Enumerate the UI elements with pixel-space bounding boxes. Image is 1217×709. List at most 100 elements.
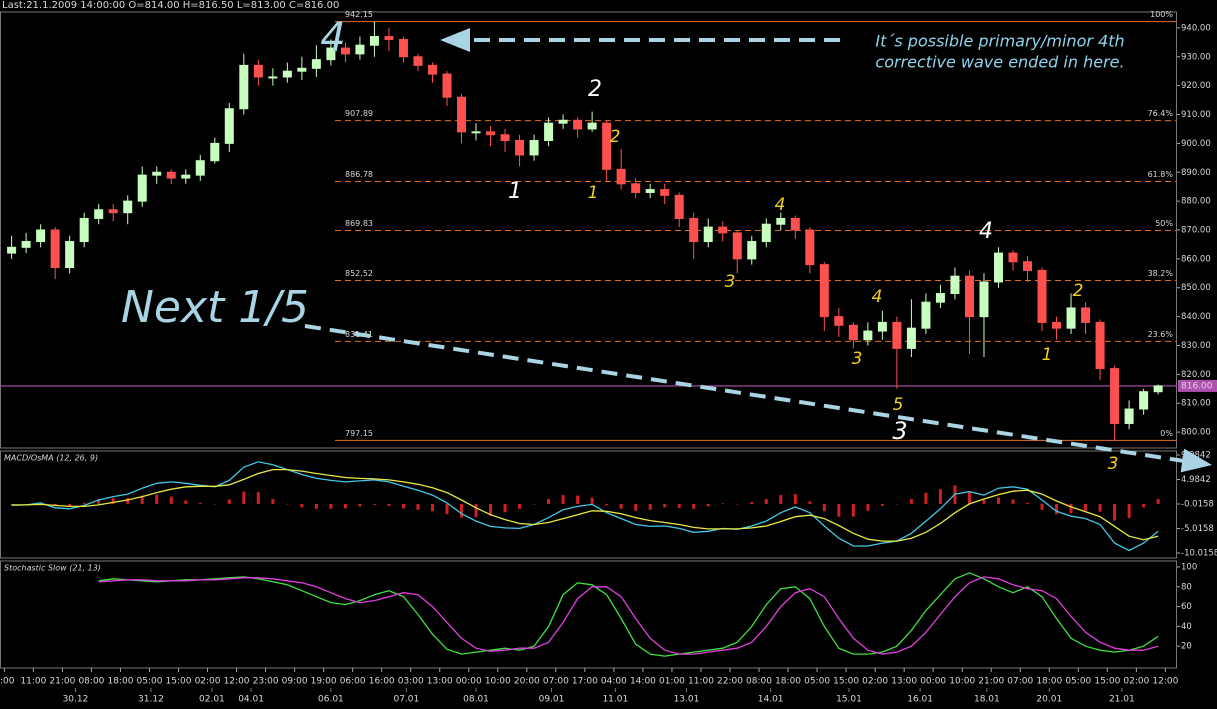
y-tick-label: 800.00 [1181,428,1211,438]
date-tick-label: 04.01 [238,695,264,705]
x-tick-label: 22:00 [717,677,743,687]
x-tick-label: 00:00 [920,677,946,687]
annotation: 4 [872,287,883,307]
annotation: Next 1/5 [121,282,309,333]
candle-body [529,139,539,156]
histogram-bar [1156,499,1160,504]
x-tick-label: 07:00 [543,677,569,687]
y-tick-label: 870.00 [1181,226,1211,236]
candle-body [471,131,481,134]
fib-value-label: 886.78 [345,170,373,179]
fib-percent-label: 61.8% [1148,170,1174,179]
histogram-bar [706,503,710,507]
histogram-bar [677,503,681,508]
y-tick-label: 60 [1181,602,1192,612]
x-tick-label: 18:00 [775,677,801,687]
candle-body [166,171,176,179]
histogram-bar [938,489,942,504]
candle-body [544,122,554,141]
histogram-bar [576,495,580,504]
histogram-bar [982,499,986,504]
candle-body [486,131,496,136]
date-tick-label: 18.01 [974,695,1000,705]
candle-body [674,194,684,219]
histogram-bar [503,503,507,513]
candle-body [834,316,844,326]
date-tick-label: 16.01 [907,695,933,705]
candle-body [1139,391,1149,410]
histogram-bar [1040,503,1044,510]
candle-body [427,64,437,75]
date-tick-label: 15.01 [836,695,862,705]
candle-body [369,36,379,46]
x-tick-label: 12:00 [1152,677,1178,687]
x-tick-label: 15:00 [833,677,859,687]
histogram-bar [808,501,812,504]
panel-frame [0,450,1177,559]
histogram-bar [169,496,173,504]
candle-body [645,189,655,193]
histogram-bar [996,497,1000,504]
fib-value-label: 852.52 [345,269,373,278]
histogram-bar [430,503,434,512]
candle-body [819,264,829,318]
histogram-bar [140,495,144,504]
x-tick-label: 10:00 [485,677,511,687]
histogram-bar [198,502,202,504]
arrow-head [440,28,470,52]
x-tick-label: 07:00 [1007,677,1033,687]
candle-body [384,36,394,40]
fib-percent-label: 0% [1160,429,1173,438]
histogram-bar [663,503,667,508]
date-tick-label: 20.01 [1036,695,1062,705]
histogram-bar [314,503,318,509]
header: Last:21.1.2009 14:00:00 O=814.00 H=816.5… [2,0,339,11]
candle-body [137,174,147,202]
histogram-bar [1069,503,1073,514]
histogram-bar [358,503,362,507]
x-tick-label: 05:00 [1065,677,1091,687]
histogram-bar [605,503,609,506]
annotation: 4 [979,219,993,244]
x-tick-label: 23:00 [253,677,279,687]
y-tick-label: -5.0158 [1181,524,1214,534]
y-tick-label: 830.00 [1181,341,1211,351]
y-tick-label: 930.00 [1181,52,1211,62]
date-tick-label: 07.01 [393,695,419,705]
histogram-bar [489,503,493,516]
last-price-label: 816.00 [1181,381,1213,391]
annotation: corrective wave ended in here. [875,53,1124,72]
candle-body [1095,321,1105,370]
histogram-bar [750,501,754,504]
y-tick-label: -10.0158 [1181,548,1217,558]
candle-body [718,226,728,234]
x-tick-label: 05:00 [137,677,163,687]
candle-body [50,229,60,269]
annotation: 2 [610,127,621,147]
candle-body [892,321,902,349]
histogram-bar [445,503,449,515]
histogram-bar [1011,499,1015,504]
series-line [11,461,1159,552]
candle-body [1066,307,1076,329]
candle-body [660,189,670,196]
date-tick-label: 09.01 [539,695,565,705]
histogram-bar [24,503,28,505]
x-tick-label: 02:00 [862,677,888,687]
annotation: 5 [893,395,904,415]
candle-body [355,44,365,55]
x-tick-label: 20:00 [514,677,540,687]
candle-body [500,134,510,141]
annotation: 2 [1073,281,1084,301]
arrows [304,28,1212,473]
histogram-bar [721,503,725,504]
candle-body [964,275,974,318]
y-tick-label: 940.00 [1181,23,1211,33]
histogram-bar [416,503,420,510]
candle-body [79,217,89,243]
x-tick-label: 06:00 [340,677,366,687]
histogram-bar [735,503,739,505]
histogram-bar [764,499,768,504]
